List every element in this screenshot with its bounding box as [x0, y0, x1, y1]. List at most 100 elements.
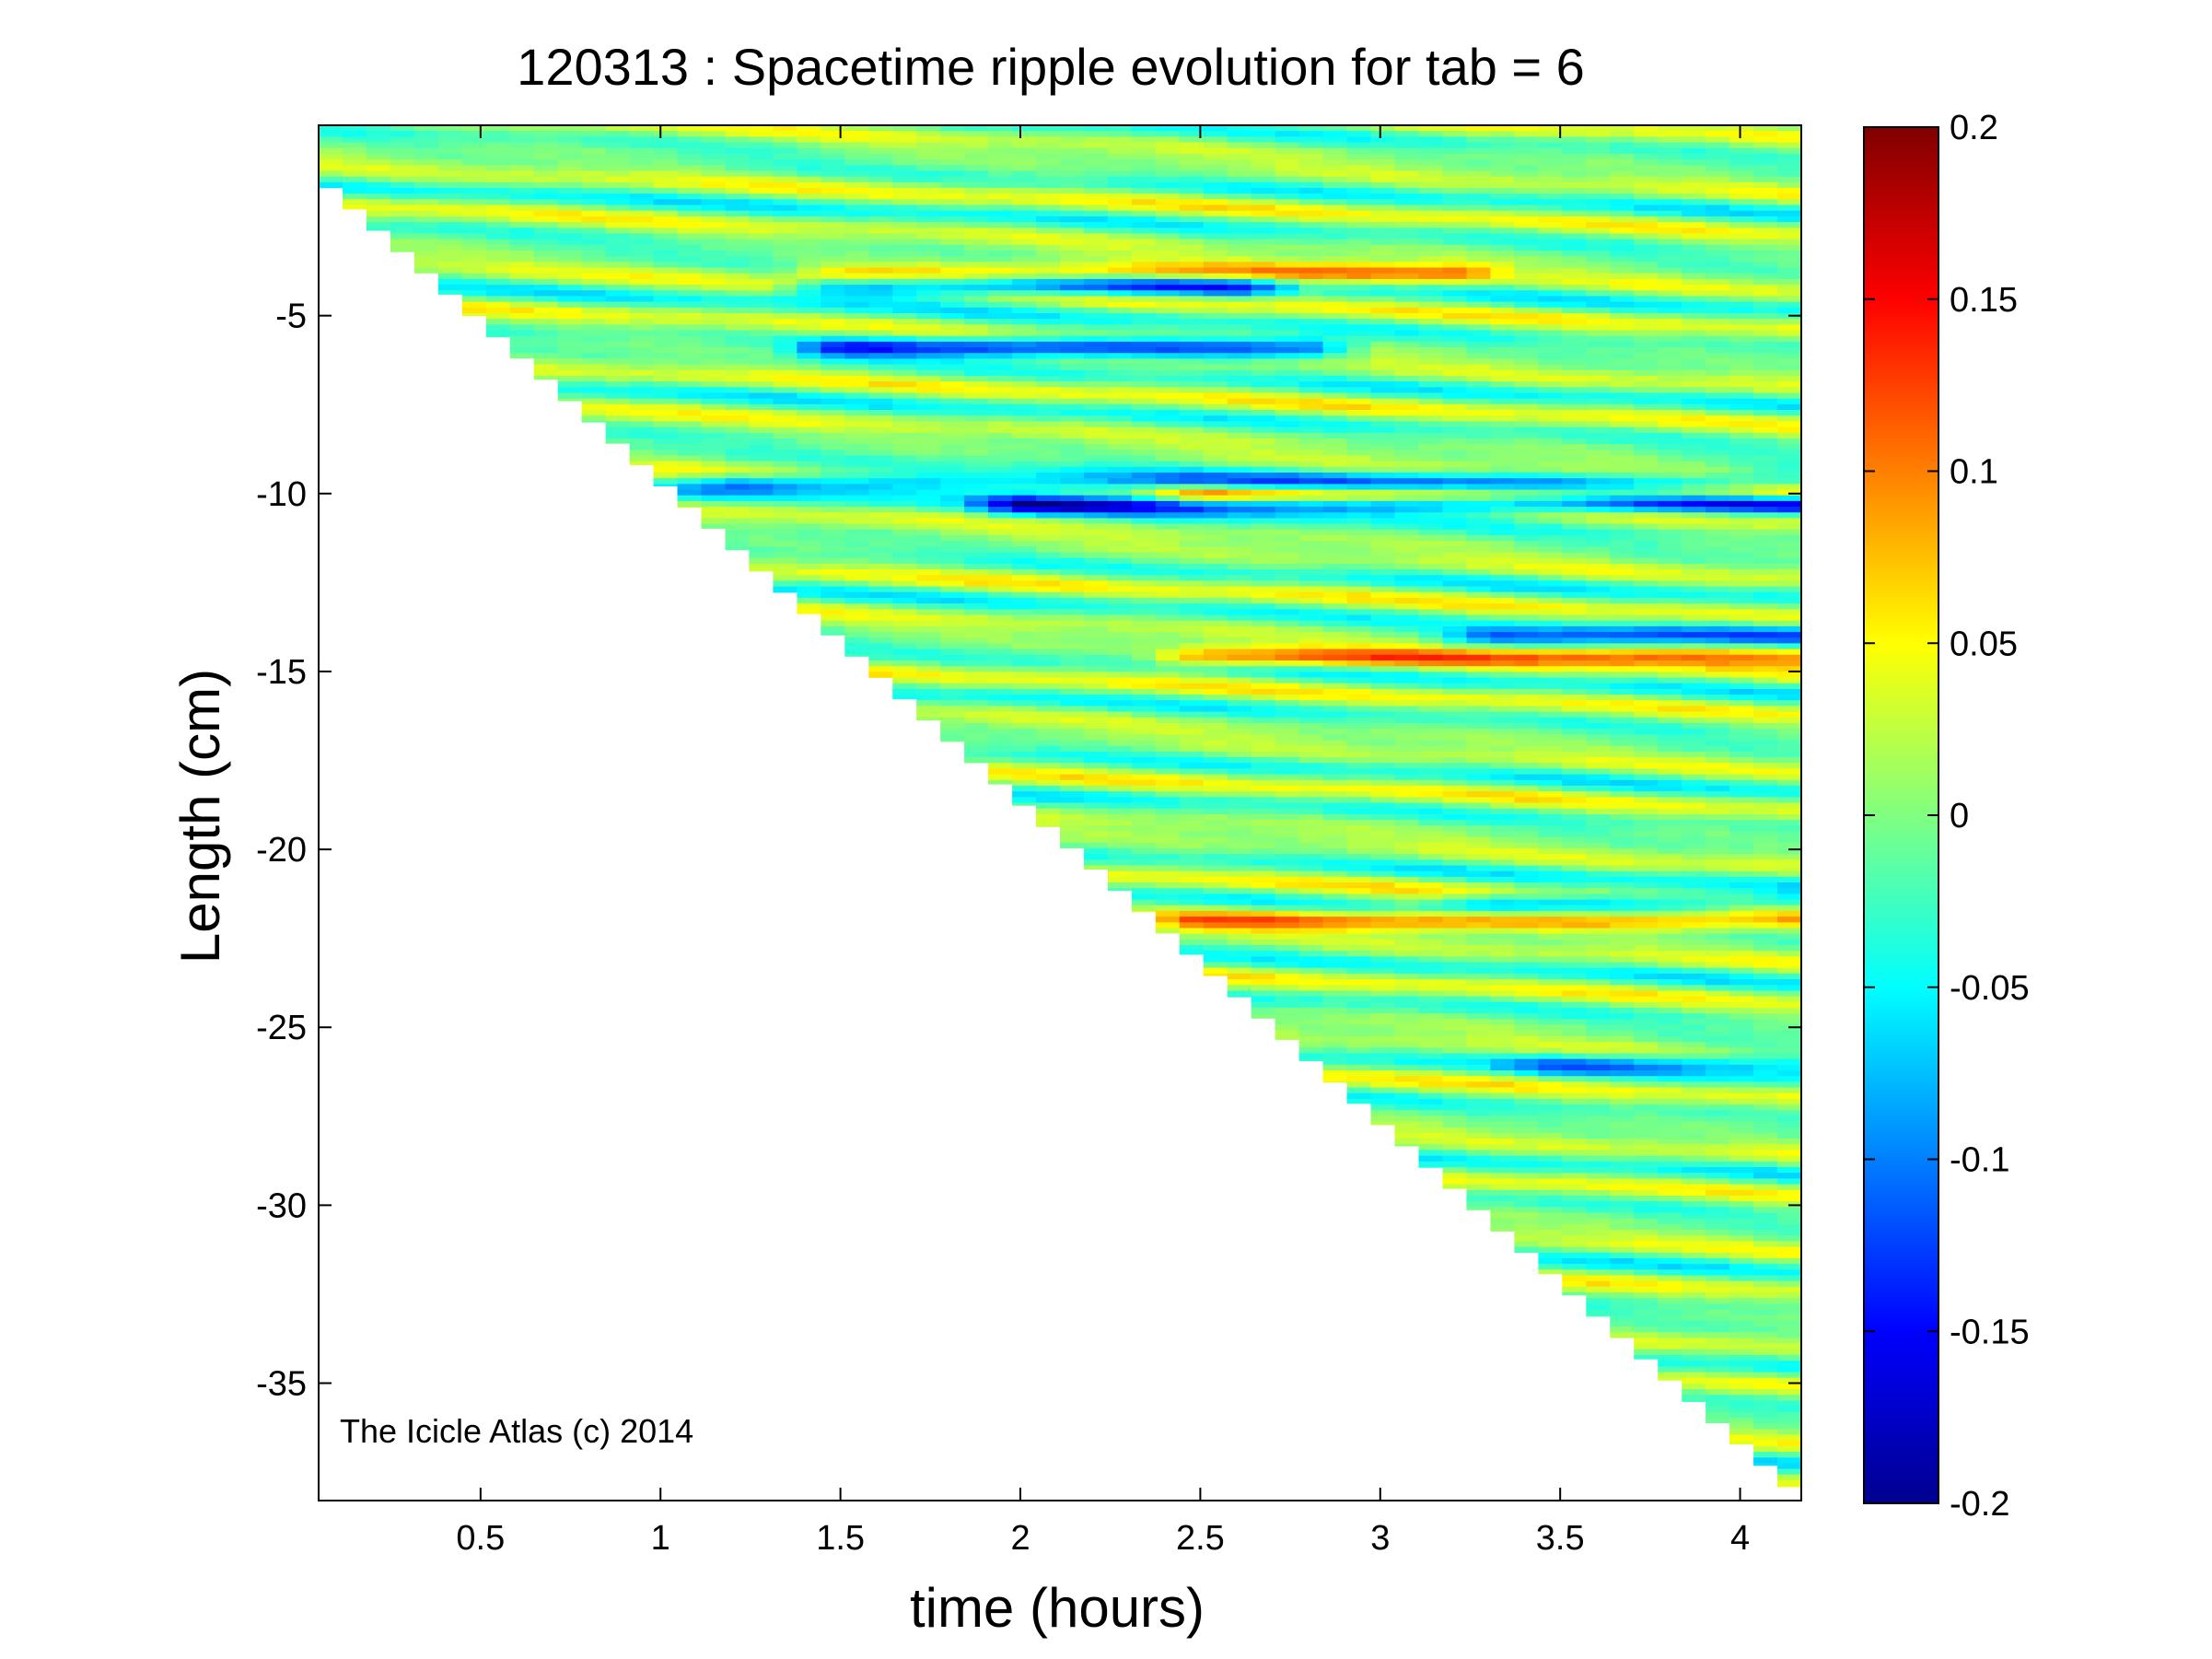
heatmap-cell	[868, 637, 894, 645]
heatmap-cell	[1251, 859, 1276, 867]
heatmap-cell	[988, 461, 1013, 468]
heatmap-cell	[1442, 734, 1468, 742]
heatmap-cell	[1179, 461, 1205, 468]
heatmap-cell	[1466, 552, 1492, 559]
heatmap-cell	[1084, 147, 1109, 155]
heatmap-cell	[1084, 751, 1109, 758]
heatmap-cell	[1131, 426, 1157, 434]
heatmap-cell	[1251, 473, 1276, 479]
heatmap-cell	[1036, 358, 1061, 366]
heatmap-cell	[1322, 598, 1348, 604]
heatmap-cell	[964, 256, 989, 263]
heatmap-cell	[964, 461, 989, 468]
heatmap-cell	[749, 552, 774, 559]
heatmap-cell	[1418, 500, 1444, 508]
heatmap-cell	[629, 432, 655, 439]
heatmap-cell	[1203, 609, 1228, 616]
heatmap-cell	[1466, 625, 1492, 633]
heatmap-cell	[1036, 381, 1061, 389]
heatmap-cell	[1346, 444, 1372, 451]
heatmap-cell	[653, 478, 679, 485]
heatmap-cell	[1322, 1042, 1348, 1049]
heatmap-cell	[1179, 512, 1205, 520]
heatmap-cell	[485, 170, 511, 178]
heatmap-cell	[1298, 1047, 1324, 1055]
heatmap-cell	[701, 432, 727, 439]
heatmap-cell	[1012, 672, 1037, 679]
heatmap-cell	[390, 228, 415, 235]
heatmap-cell	[1418, 945, 1444, 952]
heatmap-cell	[1227, 557, 1252, 565]
heatmap-cell	[1227, 996, 1252, 998]
heatmap-cell	[1466, 654, 1492, 661]
heatmap-cell	[1370, 450, 1396, 457]
heatmap-cell	[1227, 802, 1252, 810]
heatmap-cell	[1322, 1081, 1348, 1083]
heatmap-cell	[1084, 426, 1109, 434]
heatmap-cell	[749, 153, 774, 160]
heatmap-cell	[1036, 677, 1061, 684]
heatmap-cell	[1275, 473, 1300, 479]
heatmap-cell	[1275, 985, 1300, 992]
heatmap-cell	[940, 546, 965, 554]
heatmap-cell	[964, 426, 989, 434]
heatmap-cell	[1370, 375, 1396, 382]
heatmap-cell	[437, 233, 463, 240]
heatmap-cell	[1346, 614, 1372, 622]
heatmap-cell	[1275, 575, 1300, 582]
heatmap-cell	[1322, 500, 1348, 508]
heatmap-cell	[1251, 210, 1276, 217]
heatmap-cell	[844, 358, 870, 366]
heatmap-cell	[1107, 500, 1133, 508]
heatmap-cell	[1203, 301, 1228, 309]
heatmap-cell	[1418, 364, 1444, 371]
heatmap-cell	[1322, 939, 1348, 946]
heatmap-cell	[1155, 910, 1181, 917]
heatmap-cell	[844, 125, 870, 132]
heatmap-cell	[1418, 979, 1444, 987]
heatmap-cell	[1394, 512, 1420, 520]
heatmap-cell	[892, 353, 917, 360]
heatmap-cell	[749, 199, 774, 206]
heatmap-cell	[1346, 717, 1372, 724]
heatmap-cell	[1060, 341, 1085, 348]
heatmap-cell	[701, 500, 727, 508]
heatmap-cell	[1036, 285, 1061, 292]
heatmap-cell	[1298, 273, 1324, 280]
heatmap-cell	[1203, 797, 1228, 804]
heatmap-cell	[1155, 575, 1181, 582]
heatmap-cell	[1203, 643, 1228, 650]
heatmap-cell	[1298, 632, 1324, 639]
heatmap-cell	[1060, 648, 1085, 656]
heatmap-cell	[988, 147, 1013, 155]
heatmap-cell	[1394, 717, 1420, 724]
heatmap-cell	[1155, 319, 1181, 326]
heatmap-cell	[1060, 586, 1085, 593]
heatmap-cell	[749, 426, 774, 434]
heatmap-cell	[725, 307, 751, 314]
heatmap-cell	[1131, 438, 1157, 445]
heatmap-cell	[343, 170, 367, 178]
heatmap-cell	[1298, 153, 1324, 160]
heatmap-cell	[1466, 403, 1492, 411]
heatmap-cell	[1227, 278, 1252, 286]
heatmap-cell	[485, 142, 511, 149]
heatmap-cell	[1275, 751, 1300, 758]
heatmap-cell	[1227, 466, 1252, 473]
heatmap-cell	[1418, 1098, 1444, 1105]
heatmap-cell	[1203, 706, 1228, 713]
heatmap-cell	[940, 455, 965, 462]
heatmap-cell	[605, 188, 631, 194]
heatmap-cell	[1227, 290, 1252, 298]
heatmap-cell	[749, 165, 774, 172]
heatmap-cell	[1370, 1087, 1396, 1094]
heatmap-cell	[1179, 285, 1205, 292]
heatmap-cell	[1131, 136, 1157, 144]
heatmap-cell	[1107, 785, 1133, 792]
heatmap-cell	[1179, 251, 1205, 257]
heatmap-cell	[1346, 535, 1372, 542]
heatmap-cell	[629, 392, 655, 400]
heatmap-cell	[1418, 1139, 1444, 1146]
heatmap-cell	[1107, 774, 1133, 781]
heatmap-cell	[1155, 734, 1181, 742]
